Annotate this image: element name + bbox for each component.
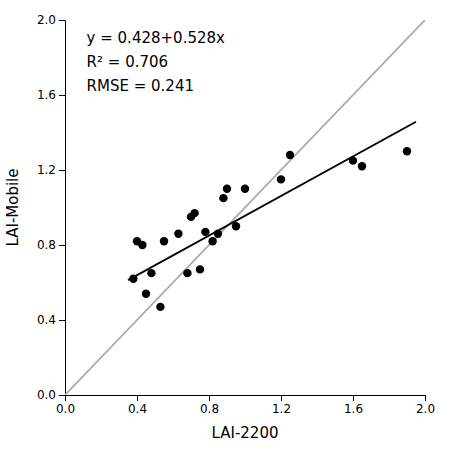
point	[142, 290, 150, 298]
point	[219, 194, 227, 202]
point	[223, 185, 231, 193]
point	[214, 230, 222, 238]
y-tick: 1.2	[37, 163, 65, 177]
chart: 0.0 0.4 0.8 1.2 1.6 2.0 0.0 0.4 0.8 1.2 1.6 2.0 y = …	[0, 0, 450, 450]
point	[358, 162, 366, 170]
y-axis: 0.0 0.4 0.8 1.2 1.6 2.0	[37, 13, 66, 402]
point	[277, 175, 285, 183]
x-tick: 1.2	[272, 395, 291, 416]
y-tick-label: 1.2	[37, 163, 56, 177]
y-tick-mark	[59, 170, 65, 171]
point	[241, 185, 249, 193]
y-tick-label: 2.0	[37, 13, 56, 27]
x-tick: 2.0	[416, 395, 435, 416]
y-tick-mark	[59, 95, 65, 96]
y-tick-label: 0.4	[37, 313, 56, 327]
point	[232, 222, 240, 230]
point	[349, 156, 357, 164]
y-axis-label: LAI-Mobile	[4, 168, 22, 246]
y-tick: 0.4	[37, 313, 65, 327]
y-tick: 2.0	[37, 13, 65, 27]
point	[129, 275, 137, 283]
y-tick: 0.0	[37, 388, 65, 402]
line	[128, 122, 416, 280]
x-tick-label: 0.8	[200, 402, 219, 416]
annotation: R² = 0.706	[87, 53, 168, 71]
x-axis: 0.0 0.4 0.8 1.2 1.6 2.0	[56, 395, 435, 416]
x-tick: 0.4	[128, 395, 147, 416]
x-tick-label: 0.4	[128, 402, 147, 416]
x-tick: 1.6	[344, 395, 363, 416]
point	[138, 241, 146, 249]
x-tick-mark	[209, 395, 210, 401]
annotations: y = 0.428+0.528x R² = 0.706 RMSE = 0.241	[87, 29, 225, 95]
point	[156, 303, 164, 311]
y-tick-mark	[59, 320, 65, 321]
y-tick: 1.6	[37, 88, 65, 102]
x-axis-line	[66, 396, 426, 402]
x-axis-label: LAI-2200	[212, 424, 279, 442]
annotation: RMSE = 0.241	[87, 77, 194, 95]
y-tick-mark	[59, 20, 65, 21]
y-tick-label: 0.0	[37, 388, 56, 402]
point	[196, 265, 204, 273]
x-tick-label: 1.6	[344, 402, 363, 416]
plot-area: 0.0 0.4 0.8 1.2 1.6 2.0 0.0 0.4 0.8 1.2 1.6 2.0 y = …	[37, 13, 435, 415]
y-tick-mark	[59, 395, 65, 396]
x-tick: 0.0	[56, 395, 75, 416]
x-tick-mark	[353, 395, 354, 401]
y-tick-mark	[59, 245, 65, 246]
point	[286, 151, 294, 159]
x-tick-mark	[425, 395, 426, 401]
y-axis-line	[59, 21, 66, 396]
point	[174, 230, 182, 238]
y-tick-label: 1.6	[37, 88, 56, 102]
line	[65, 20, 425, 395]
point	[201, 228, 209, 236]
point	[190, 209, 198, 217]
x-tick-label: 1.2	[272, 402, 291, 416]
point	[403, 147, 411, 155]
x-tick-label: 0.0	[56, 402, 75, 416]
point	[160, 237, 168, 245]
x-tick-label: 2.0	[416, 402, 435, 416]
point	[208, 237, 216, 245]
x-tick-mark	[137, 395, 138, 401]
y-tick-label: 0.8	[37, 238, 56, 252]
y-tick: 0.8	[37, 238, 65, 252]
annotation: y = 0.428+0.528x	[87, 29, 225, 47]
x-tick: 0.8	[200, 395, 219, 416]
marks	[65, 20, 425, 395]
point	[147, 269, 155, 277]
x-tick-mark	[281, 395, 282, 401]
point	[183, 269, 191, 277]
